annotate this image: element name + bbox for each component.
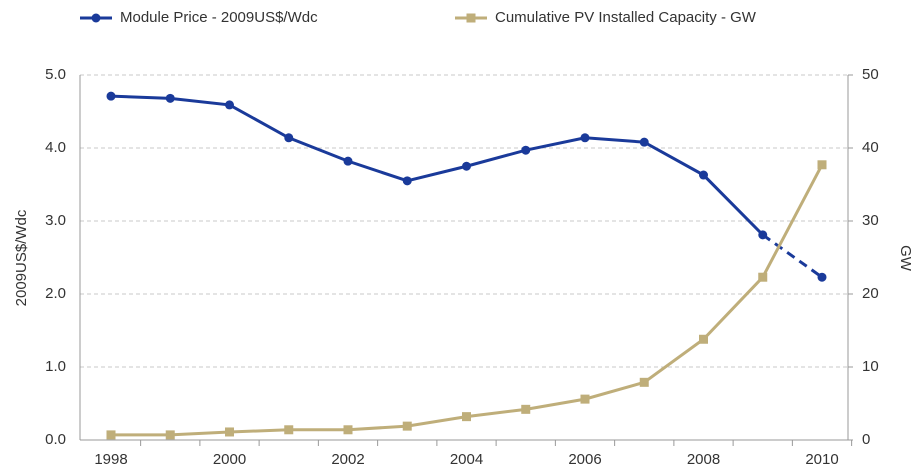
- y2-tick-label: 20: [862, 285, 879, 302]
- marker: [817, 160, 827, 170]
- y2-tick-label: 50: [862, 66, 879, 83]
- marker: [462, 412, 471, 422]
- x-tick-label: 2000: [213, 451, 246, 468]
- marker: [402, 176, 412, 186]
- marker: [165, 93, 175, 103]
- marker: [462, 161, 471, 171]
- marker: [580, 133, 590, 143]
- y-tick-label: 0.0: [45, 431, 66, 448]
- y-tick-label: 5.0: [45, 66, 66, 83]
- marker: [758, 230, 768, 240]
- y-tick-label: 1.0: [45, 358, 66, 375]
- marker: [817, 272, 827, 282]
- series-line: [761, 233, 823, 279]
- marker: [284, 425, 294, 435]
- marker: [106, 91, 116, 101]
- series-line: [111, 164, 824, 437]
- y-tick-label: 3.0: [45, 212, 66, 229]
- x-tick-label: 1998: [94, 451, 127, 468]
- x-tick-label: 2008: [687, 451, 720, 468]
- marker: [639, 377, 649, 387]
- y2-tick-label: 0: [862, 431, 870, 448]
- marker: [106, 430, 116, 440]
- x-tick-label: 2010: [805, 451, 838, 468]
- marker: [284, 133, 294, 143]
- legend-label: Cumulative PV Installed Capacity - GW: [495, 9, 757, 26]
- y-tick-label: 2.0: [45, 285, 66, 302]
- y2-axis-label: GW: [897, 245, 914, 272]
- y-axis-label: 2009US$/Wdc: [13, 209, 30, 306]
- x-tick-label: 2004: [450, 451, 483, 468]
- marker: [699, 334, 708, 344]
- marker: [165, 430, 175, 440]
- marker: [225, 100, 234, 110]
- marker: [521, 145, 531, 155]
- legend-marker: [91, 13, 101, 23]
- marker: [580, 394, 590, 404]
- marker: [343, 156, 353, 166]
- y2-tick-label: 30: [862, 212, 879, 229]
- y2-tick-label: 40: [862, 139, 879, 156]
- x-tick-label: 2006: [568, 451, 601, 468]
- marker: [639, 137, 649, 147]
- marker: [225, 427, 234, 437]
- marker: [758, 272, 768, 282]
- series-line: [110, 94, 764, 236]
- marker: [521, 404, 531, 414]
- x-tick-label: 2002: [331, 451, 364, 468]
- legend-label: Module Price - 2009US$/Wdc: [120, 9, 318, 26]
- legend-marker: [466, 13, 476, 23]
- marker: [343, 425, 353, 435]
- marker: [402, 421, 412, 431]
- marker: [699, 170, 708, 180]
- y-tick-label: 4.0: [45, 139, 66, 156]
- y2-tick-label: 10: [862, 358, 879, 375]
